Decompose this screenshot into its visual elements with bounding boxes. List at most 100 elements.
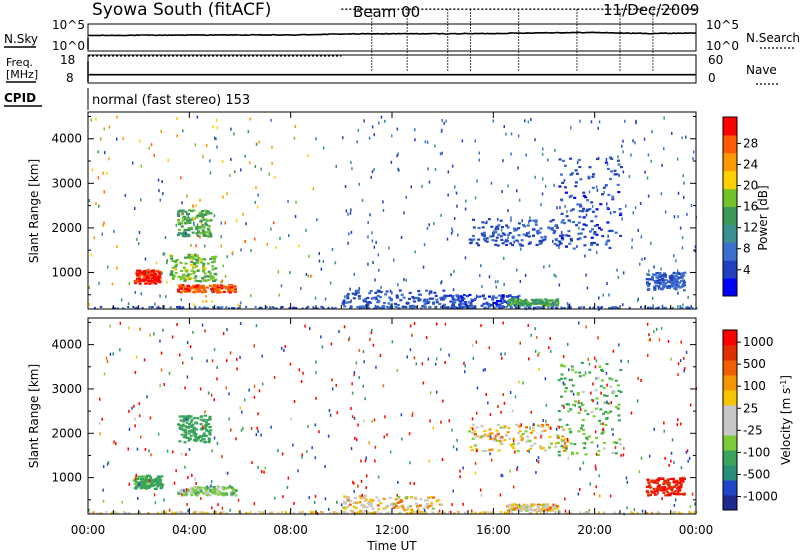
velocity-point (188, 448, 191, 451)
velocity-point (529, 431, 533, 434)
power-point (116, 115, 118, 119)
velocity-point (540, 423, 544, 427)
velocity-point (490, 448, 494, 451)
power-point (230, 157, 232, 161)
power-point (122, 137, 124, 141)
power-point (451, 302, 455, 305)
velocity-point (560, 363, 564, 366)
velocity-point (649, 486, 653, 489)
power-point (569, 306, 572, 309)
power-point (187, 233, 191, 236)
power-point (658, 278, 661, 281)
power-point (608, 246, 612, 250)
velocity-point (412, 511, 414, 514)
power-point (544, 298, 548, 301)
velocity-point (329, 512, 332, 515)
power-point (492, 119, 495, 123)
velocity-point (557, 379, 561, 382)
power-point (331, 306, 333, 309)
velocity-point (646, 478, 650, 481)
power-point (563, 307, 566, 310)
power-point (212, 260, 216, 263)
velocity-point (665, 481, 669, 484)
velocity-point (373, 418, 376, 422)
power-point (657, 285, 661, 288)
velocity-point (515, 423, 519, 426)
velocity-point (186, 489, 190, 492)
power-point (669, 277, 673, 280)
velocity-point (203, 493, 207, 496)
power-point (576, 161, 579, 164)
velocity-point (178, 440, 182, 443)
velocity-point (274, 496, 276, 500)
power-point (182, 266, 186, 269)
velocity-point (516, 466, 519, 470)
power-point (402, 296, 406, 299)
power-point (588, 208, 592, 211)
power-point (211, 299, 213, 303)
power-point (517, 294, 521, 297)
velocity-point (255, 324, 258, 328)
velocity-point (541, 425, 545, 428)
velocity-point (300, 380, 303, 384)
velocity-point (444, 322, 447, 326)
power-point (404, 305, 408, 309)
velocity-point (199, 418, 203, 421)
velocity-point (563, 377, 567, 380)
velocity-point (140, 435, 142, 439)
power-point (453, 301, 457, 304)
power-point (155, 279, 159, 282)
velocity-point (567, 456, 570, 460)
power-point (101, 232, 103, 236)
power-point (618, 173, 620, 177)
power-point (686, 305, 689, 308)
velocity-point (258, 510, 261, 513)
velocity-point (589, 482, 591, 486)
power-point (356, 306, 359, 308)
power-point (572, 221, 576, 224)
power-point (606, 221, 610, 224)
velocity-point (346, 497, 350, 500)
velocity-point (134, 477, 137, 481)
power-point (634, 141, 636, 145)
velocity-point (482, 368, 485, 372)
velocity-point (189, 429, 193, 432)
velocity-point (190, 430, 194, 433)
power-point (179, 278, 183, 281)
power-point (483, 307, 486, 310)
velocity-point (602, 422, 604, 426)
velocity-point (497, 405, 499, 408)
power-point (505, 132, 507, 136)
velocity-point (525, 440, 529, 443)
power-point (349, 211, 352, 215)
power-point (622, 170, 625, 174)
velocity-point (182, 361, 184, 365)
power-point (166, 261, 168, 265)
power-point (201, 229, 205, 232)
power-point (371, 239, 374, 243)
power-point (494, 243, 498, 246)
velocity-point (138, 510, 141, 513)
power-point (450, 273, 452, 277)
power-point (190, 256, 194, 259)
power-point (501, 232, 505, 235)
power-point (560, 173, 563, 176)
power-point (164, 236, 167, 239)
power-point (558, 158, 562, 161)
velocity-point (105, 356, 108, 360)
velocity-point (471, 344, 474, 347)
power-point (196, 115, 199, 119)
velocity-point (679, 485, 682, 488)
power-point (524, 273, 527, 277)
power-point (595, 233, 599, 236)
velocity-point (216, 366, 218, 369)
velocity-point (693, 510, 696, 513)
velocity-point (670, 451, 673, 455)
velocity-point (562, 446, 566, 449)
power-point (513, 295, 517, 299)
power-point (560, 306, 563, 309)
velocity-point (582, 432, 586, 436)
power-point (155, 269, 159, 272)
power-point (544, 184, 547, 188)
power-point (408, 291, 412, 294)
